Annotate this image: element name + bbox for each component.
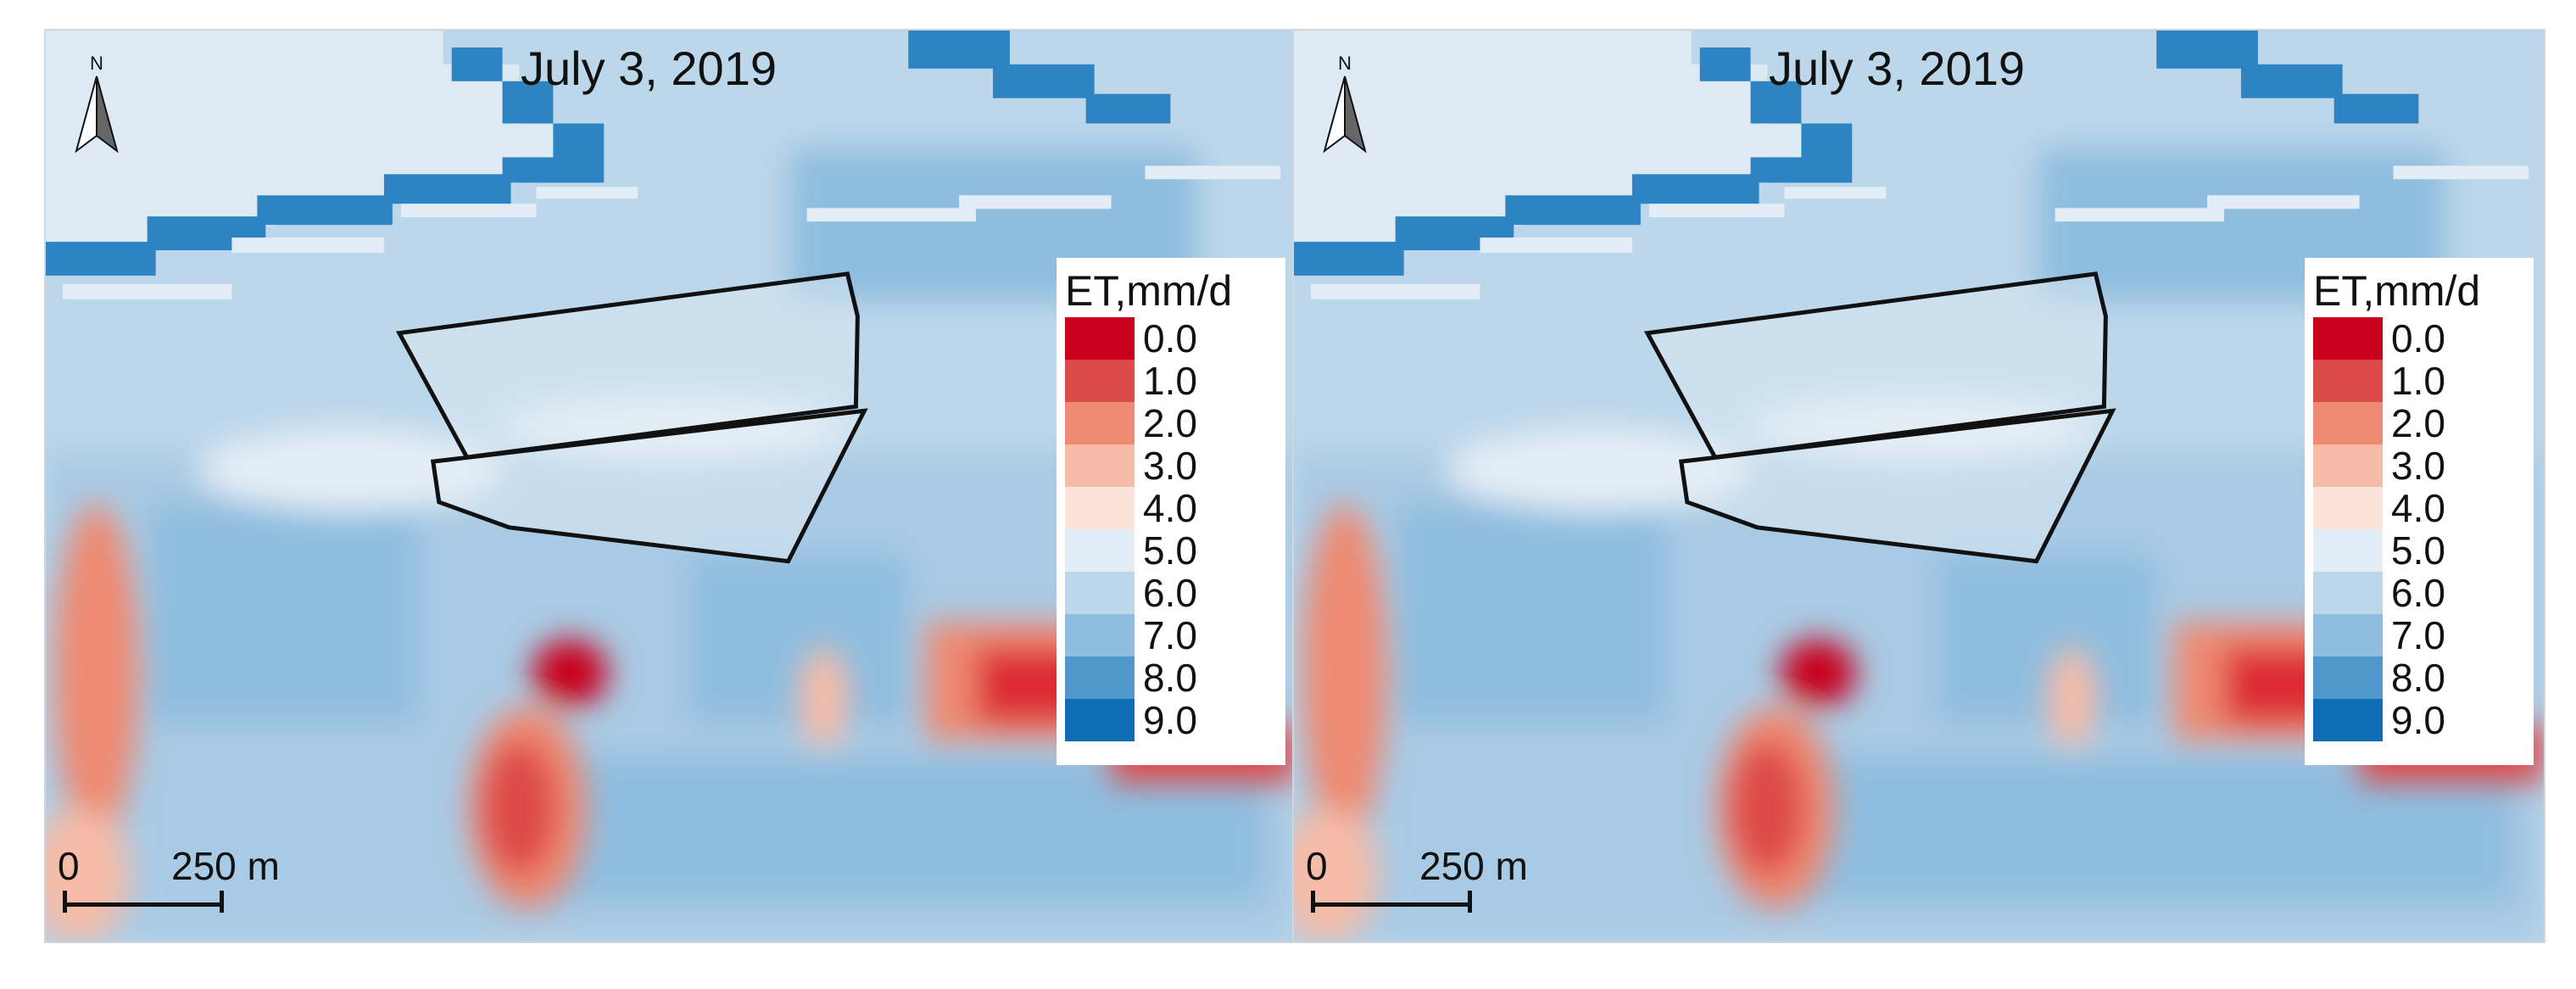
legend-item: 4.0	[2313, 486, 2525, 530]
legend-item: 5.0	[2313, 528, 2525, 573]
et-legend: ET,mm/d 0.0 1.0 2.0 3.0 4.0 5.0 6.0 7.0 8.0 9.0	[2305, 258, 2534, 765]
legend-item: 8.0	[2313, 656, 2525, 700]
legend-swatch	[2313, 614, 2383, 657]
legend-item: 6.0	[1065, 571, 1277, 615]
field-boundaries	[395, 271, 868, 564]
et-raster-map	[1294, 31, 2544, 942]
map-date-title: July 3, 2019	[521, 42, 777, 95]
legend-swatch	[2313, 657, 2383, 699]
scale-line	[63, 902, 222, 907]
legend-item: 5.0	[1065, 528, 1277, 573]
scale-tick-left	[1311, 891, 1315, 913]
legend-label: 8.0	[2391, 656, 2445, 700]
legend-item: 7.0	[2313, 613, 2525, 657]
legend-label: 3.0	[1143, 444, 1197, 488]
legend-label: 8.0	[1143, 656, 1197, 700]
legend-title: ET,mm/d	[1065, 267, 1233, 315]
scale-zero-label: 0	[58, 844, 80, 888]
legend-label: 5.0	[2391, 528, 2445, 573]
legend-label: 6.0	[2391, 571, 2445, 615]
scale-distance-label: 250 m	[1419, 844, 1528, 888]
legend-item: 2.0	[2313, 401, 2525, 445]
legend-item: 9.0	[2313, 698, 2525, 742]
legend-label: 6.0	[1143, 571, 1197, 615]
legend-label: 1.0	[2391, 359, 2445, 403]
et-legend: ET,mm/d 0.0 1.0 2.0 3.0 4.0 5.0 6.0 7.0 8.0 9.0	[1057, 258, 1285, 765]
scale-bar: 0 250 m	[1301, 843, 1528, 928]
legend-label: 2.0	[2391, 401, 2445, 445]
field-boundaries	[1643, 271, 2116, 564]
legend-swatch	[1065, 360, 1135, 402]
legend-items: 0.0 1.0 2.0 3.0 4.0 5.0 6.0 7.0 8.0 9.0	[1065, 316, 1277, 742]
scale-tick-right	[1468, 891, 1472, 913]
legend-swatch	[2313, 699, 2383, 741]
legend-swatch	[2313, 317, 2383, 360]
legend-swatch	[1065, 572, 1135, 614]
map-date-title: July 3, 2019	[1769, 42, 2025, 95]
legend-swatch	[2313, 444, 2383, 487]
legend-label: 7.0	[1143, 613, 1197, 657]
legend-item: 6.0	[2313, 571, 2525, 615]
scale-bar: 0 250 m	[53, 843, 280, 928]
north-label: N	[1338, 53, 1352, 74]
north-label: N	[90, 53, 103, 74]
legend-label: 1.0	[1143, 359, 1197, 403]
legend-title: ET,mm/d	[2313, 267, 2481, 315]
legend-swatch	[1065, 529, 1135, 572]
legend-item: 0.0	[2313, 316, 2525, 360]
north-arrow-icon: N	[1311, 47, 1379, 158]
legend-swatch	[2313, 487, 2383, 529]
legend-swatch	[1065, 402, 1135, 444]
legend-swatch	[2313, 572, 2383, 614]
legend-swatch	[2313, 529, 2383, 572]
legend-label: 5.0	[1143, 528, 1197, 573]
legend-items: 0.0 1.0 2.0 3.0 4.0 5.0 6.0 7.0 8.0 9.0	[2313, 316, 2525, 742]
scale-zero-label: 0	[1306, 844, 1328, 888]
legend-item: 8.0	[1065, 656, 1277, 700]
legend-item: 4.0	[1065, 486, 1277, 530]
map-panel-right: N July 3, 2019 ET,mm/d 0.0 1.0 2.0 3.0 4.0 5.…	[1292, 29, 2545, 943]
legend-item: 0.0	[1065, 316, 1277, 360]
scale-tick-left	[63, 891, 67, 913]
legend-swatch	[2313, 402, 2383, 444]
legend-item: 1.0	[1065, 359, 1277, 403]
legend-label: 2.0	[1143, 401, 1197, 445]
scale-distance-label: 250 m	[171, 844, 280, 888]
legend-label: 7.0	[2391, 613, 2445, 657]
legend-label: 0.0	[2391, 316, 2445, 360]
legend-swatch	[1065, 699, 1135, 741]
legend-swatch	[1065, 657, 1135, 699]
legend-label: 3.0	[2391, 444, 2445, 488]
legend-label: 9.0	[1143, 698, 1197, 742]
legend-label: 4.0	[1143, 486, 1197, 530]
legend-swatch	[1065, 444, 1135, 487]
legend-item: 3.0	[1065, 444, 1277, 488]
north-arrow-icon: N	[63, 47, 131, 158]
legend-item: 2.0	[1065, 401, 1277, 445]
legend-label: 0.0	[1143, 316, 1197, 360]
legend-item: 9.0	[1065, 698, 1277, 742]
legend-item: 7.0	[1065, 613, 1277, 657]
legend-label: 9.0	[2391, 698, 2445, 742]
scale-tick-right	[220, 891, 224, 913]
legend-swatch	[1065, 614, 1135, 657]
legend-item: 1.0	[2313, 359, 2525, 403]
legend-swatch	[1065, 487, 1135, 529]
scale-line	[1311, 902, 1470, 907]
legend-item: 3.0	[2313, 444, 2525, 488]
legend-label: 4.0	[2391, 486, 2445, 530]
map-panel-left: N July 3, 2019 ET,mm/d 0.0 1.0 2.0 3.0 4.0 5.…	[44, 29, 1297, 943]
legend-swatch	[2313, 360, 2383, 402]
legend-swatch	[1065, 317, 1135, 360]
